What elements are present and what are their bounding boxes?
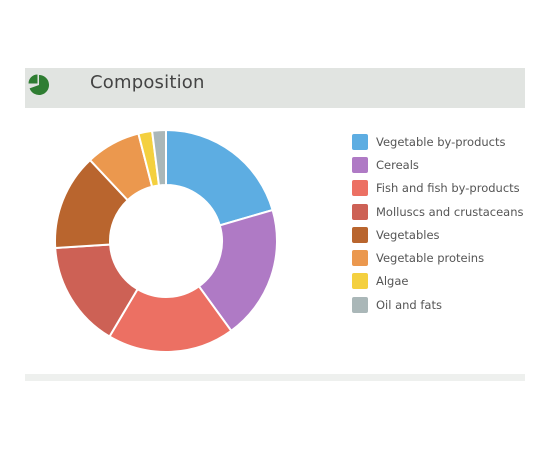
legend-item[interactable]: Vegetable by-products	[352, 130, 524, 153]
legend-swatch	[352, 203, 368, 220]
panel-title: Composition	[90, 72, 205, 93]
legend-item[interactable]: Cereals	[352, 153, 524, 176]
panel-footer	[25, 374, 525, 381]
slice-oil-and-fats[interactable]	[150, 128, 167, 187]
legend-item[interactable]: Vegetable proteins	[352, 246, 524, 269]
legend-item[interactable]: Molluscs and crustaceans	[352, 200, 524, 223]
legend-swatch	[352, 296, 368, 313]
legend-swatch	[352, 133, 368, 150]
legend-swatch	[352, 156, 368, 173]
legend-swatch	[352, 273, 368, 290]
panel-header: Composition	[25, 68, 525, 108]
legend-swatch	[352, 250, 368, 267]
legend-label: Fish and fish by-products	[376, 181, 520, 196]
pie-chart-icon	[28, 74, 50, 95]
legend-label: Vegetable by-products	[376, 134, 506, 149]
legend-label: Algae	[376, 274, 409, 289]
legend-item[interactable]: Vegetables	[352, 223, 524, 246]
legend-label: Cereals	[376, 157, 419, 172]
legend-label: Oil and fats	[376, 297, 442, 312]
legend-swatch	[352, 180, 368, 197]
legend-item[interactable]: Algae	[352, 270, 524, 293]
legend-item[interactable]: Oil and fats	[352, 293, 524, 316]
legend-swatch	[352, 226, 368, 243]
legend-label: Molluscs and crustaceans	[376, 204, 524, 219]
legend-label: Vegetables	[376, 227, 440, 242]
donut-chart	[54, 128, 278, 353]
chart-legend: Vegetable by-products Cereals Fish and fis…	[352, 130, 524, 316]
legend-label: Vegetable proteins	[376, 251, 485, 266]
legend-item[interactable]: Fish and fish by-products	[352, 177, 524, 200]
slice-vegetable-by-products[interactable]	[165, 128, 274, 227]
